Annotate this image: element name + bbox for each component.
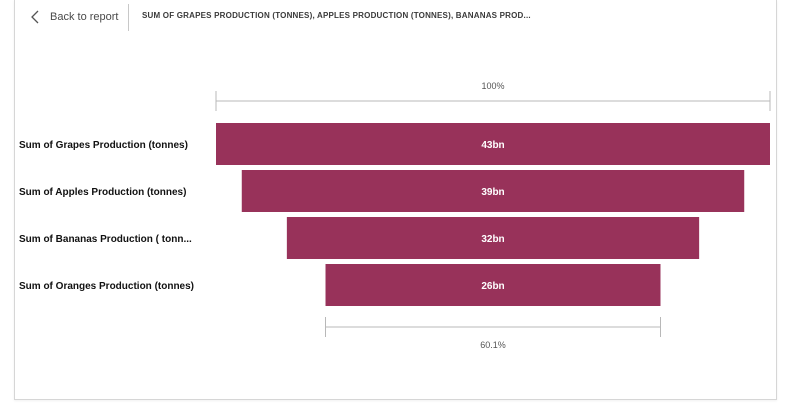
top-percent-label: 100% — [481, 81, 504, 91]
category-label: Sum of Bananas Production ( tonn... — [19, 234, 192, 245]
funnel-bar — [216, 123, 770, 165]
visual-title: SUM OF GRAPES PRODUCTION (TONNES), APPLE… — [142, 11, 531, 20]
funnel-bar — [286, 217, 700, 259]
back-to-report-button[interactable]: Back to report — [28, 8, 118, 26]
chevron-left-icon — [31, 10, 39, 24]
data-label: 32bn — [481, 234, 504, 245]
header-divider — [128, 4, 129, 31]
funnel-bar — [241, 170, 745, 212]
data-label: 26bn — [481, 281, 504, 292]
data-label: 39bn — [481, 187, 504, 198]
data-label: 43bn — [481, 140, 504, 151]
category-label: Sum of Grapes Production (tonnes) — [19, 140, 188, 151]
funnel-bar — [325, 264, 661, 306]
back-to-report-label: Back to report — [50, 11, 119, 23]
category-label: Sum of Oranges Production (tonnes) — [19, 281, 194, 292]
category-label: Sum of Apples Production (tonnes) — [19, 187, 186, 198]
bottom-percent-label: 60.1% — [480, 340, 506, 350]
